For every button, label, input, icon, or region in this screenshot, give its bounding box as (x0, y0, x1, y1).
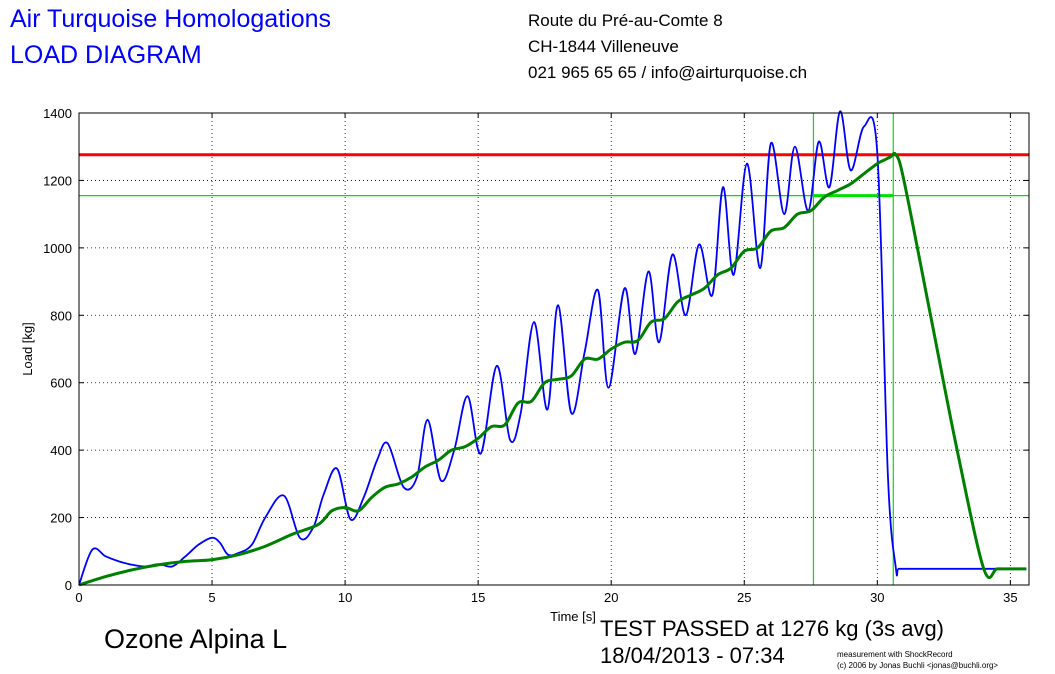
address-street: Route du Pré-au-Comte 8 (528, 11, 723, 30)
x-axis-label: Time [s] (550, 609, 596, 624)
model-name: Ozone Alpina L (104, 624, 288, 654)
chart-lines (78, 110, 1029, 587)
credit-line-1: measurement with ShockRecord (837, 650, 953, 659)
x-tick-label: 10 (338, 590, 352, 605)
x-tick-label: 5 (208, 590, 215, 605)
y-tick-label: 1200 (43, 173, 72, 188)
test-result: TEST PASSED at 1276 kg (3s avg) (600, 616, 945, 641)
x-tick-label: 20 (604, 590, 618, 605)
x-tick-label: 0 (75, 590, 82, 605)
raw-load-line (78, 110, 1027, 586)
average-load-line (78, 151, 1027, 587)
chart-ticks: 0 5 10 15 20 25 30 35 0 200 400 600 800 1000 1200 1400 (43, 106, 1029, 605)
y-axis-label: Load [kg] (20, 322, 35, 376)
y-tick-label: 1000 (43, 241, 72, 256)
plot-frame (78, 112, 1030, 586)
x-tick-label: 35 (1003, 590, 1017, 605)
company-name: Air Turquoise Homologations (10, 5, 331, 33)
address-contact: 021 965 65 65 / info@airturquoise.ch (528, 63, 808, 82)
y-tick-label: 1400 (43, 106, 72, 121)
address-city: CH-1844 Villeneuve (528, 37, 679, 56)
y-tick-label: 600 (50, 376, 72, 391)
test-datetime: 18/04/2013 - 07:34 (600, 643, 785, 668)
credit-line-2: (c) 2006 by Jonas Buchli <jonas@buchli.o… (837, 661, 999, 670)
y-tick-label: 0 (65, 578, 72, 593)
x-tick-label: 30 (870, 590, 884, 605)
y-tick-label: 200 (50, 511, 72, 526)
y-tick-label: 400 (50, 443, 72, 458)
x-tick-label: 25 (737, 590, 751, 605)
y-tick-label: 800 (50, 308, 72, 323)
diagram-title: LOAD DIAGRAM (10, 41, 202, 69)
x-tick-label: 15 (471, 590, 485, 605)
